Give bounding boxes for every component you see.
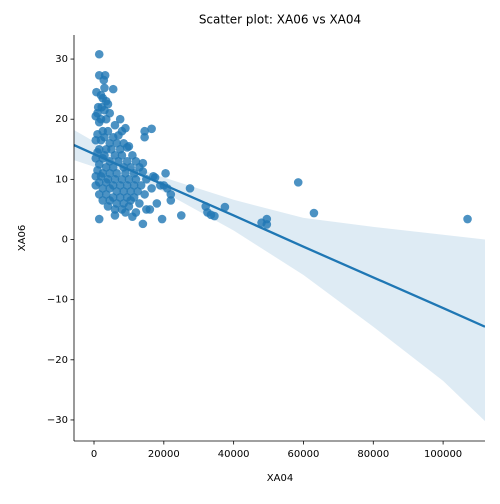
point <box>152 199 162 208</box>
y-tick-label: 10 <box>55 174 68 185</box>
point <box>103 202 113 211</box>
regression-line <box>74 144 485 328</box>
point <box>185 184 195 193</box>
point <box>110 205 120 214</box>
point <box>108 84 118 94</box>
point <box>96 135 106 145</box>
point <box>99 75 109 85</box>
point <box>309 208 319 218</box>
y-tick-label: −10 <box>47 295 68 306</box>
point <box>98 196 108 205</box>
point <box>166 196 176 205</box>
point <box>122 143 132 152</box>
x-tick-label: 0 <box>91 449 97 460</box>
point <box>210 211 219 221</box>
point <box>115 114 125 124</box>
point <box>94 214 104 224</box>
point <box>138 219 148 229</box>
chart-title: Scatter plot: XA06 vs XA04 <box>199 13 361 27</box>
x-tick-label: 20000 <box>148 449 180 460</box>
point <box>157 214 167 224</box>
point <box>140 126 149 136</box>
point <box>145 205 155 214</box>
point <box>135 199 144 208</box>
x-tick-label: 100000 <box>424 449 462 460</box>
x-tick-label: 60000 <box>288 449 320 460</box>
x-tick-label: 80000 <box>357 449 389 460</box>
y-tick-label: 20 <box>55 114 68 125</box>
x-tick-label: 40000 <box>218 449 250 460</box>
point <box>114 131 123 140</box>
y-axis-label: XA06 <box>17 225 28 251</box>
point <box>94 49 104 59</box>
point <box>161 169 170 178</box>
point <box>94 117 104 127</box>
point <box>91 181 101 190</box>
point <box>262 220 272 229</box>
point <box>140 132 149 142</box>
point <box>293 178 303 187</box>
point <box>110 120 120 130</box>
point <box>128 212 137 221</box>
point <box>110 211 120 220</box>
point <box>100 83 109 93</box>
point <box>121 208 130 217</box>
x-axis-label: XA04 <box>267 473 293 484</box>
point <box>176 211 186 220</box>
point <box>101 114 111 124</box>
point <box>140 190 149 199</box>
point <box>147 184 156 193</box>
point <box>166 190 176 199</box>
point <box>463 214 472 224</box>
y-tick-label: 30 <box>55 54 68 65</box>
y-tick-label: −20 <box>47 355 68 366</box>
point <box>147 124 156 134</box>
y-tick-label: −30 <box>47 415 68 426</box>
y-tick-label: 0 <box>62 235 68 246</box>
point <box>220 202 230 212</box>
